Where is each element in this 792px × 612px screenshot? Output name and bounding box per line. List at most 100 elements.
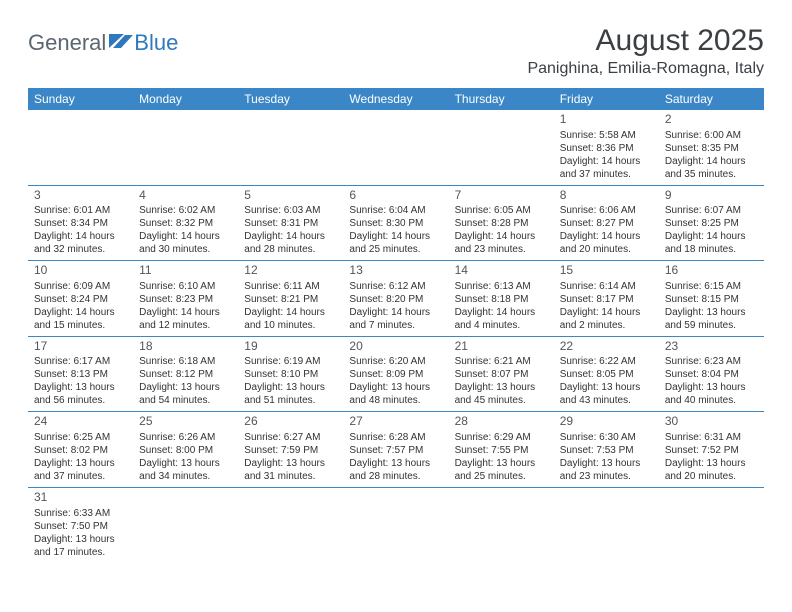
- daylight-line: and 51 minutes.: [244, 394, 337, 407]
- daylight-line: Daylight: 14 hours: [455, 230, 548, 243]
- daylight-line: and 25 minutes.: [455, 470, 548, 483]
- calendar-cell: [343, 487, 448, 562]
- daylight-line: and 48 minutes.: [349, 394, 442, 407]
- day-number: 23: [665, 339, 758, 355]
- daylight-line: Daylight: 14 hours: [139, 230, 232, 243]
- sunset-line: Sunset: 8:35 PM: [665, 142, 758, 155]
- calendar-cell: 22Sunrise: 6:22 AMSunset: 8:05 PMDayligh…: [554, 336, 659, 412]
- sunrise-line: Sunrise: 6:28 AM: [349, 431, 442, 444]
- day-number: 18: [139, 339, 232, 355]
- calendar-cell: 4Sunrise: 6:02 AMSunset: 8:32 PMDaylight…: [133, 185, 238, 261]
- logo-flag-icon: [108, 30, 134, 56]
- daylight-line: Daylight: 13 hours: [349, 457, 442, 470]
- daylight-line: Daylight: 13 hours: [244, 381, 337, 394]
- sunrise-line: Sunrise: 6:00 AM: [665, 129, 758, 142]
- logo-word-1: General: [28, 30, 106, 56]
- sunrise-line: Sunrise: 6:04 AM: [349, 204, 442, 217]
- daylight-line: and 35 minutes.: [665, 168, 758, 181]
- calendar-cell: 21Sunrise: 6:21 AMSunset: 8:07 PMDayligh…: [449, 336, 554, 412]
- daylight-line: Daylight: 13 hours: [665, 457, 758, 470]
- calendar-cell: 19Sunrise: 6:19 AMSunset: 8:10 PMDayligh…: [238, 336, 343, 412]
- daylight-line: and 4 minutes.: [455, 319, 548, 332]
- calendar-cell: [238, 487, 343, 562]
- sunset-line: Sunset: 8:36 PM: [560, 142, 653, 155]
- logo: General Blue: [28, 30, 178, 56]
- day-number: 10: [34, 263, 127, 279]
- calendar-cell: 7Sunrise: 6:05 AMSunset: 8:28 PMDaylight…: [449, 185, 554, 261]
- sunset-line: Sunset: 8:00 PM: [139, 444, 232, 457]
- sunset-line: Sunset: 8:27 PM: [560, 217, 653, 230]
- daylight-line: Daylight: 14 hours: [455, 306, 548, 319]
- daylight-line: and 23 minutes.: [455, 243, 548, 256]
- calendar-cell: 28Sunrise: 6:29 AMSunset: 7:55 PMDayligh…: [449, 412, 554, 488]
- sunset-line: Sunset: 8:30 PM: [349, 217, 442, 230]
- sunrise-line: Sunrise: 6:22 AM: [560, 355, 653, 368]
- daylight-line: and 28 minutes.: [349, 470, 442, 483]
- sunrise-line: Sunrise: 6:05 AM: [455, 204, 548, 217]
- daylight-line: and 17 minutes.: [34, 546, 127, 559]
- daylight-line: Daylight: 14 hours: [349, 230, 442, 243]
- sunrise-line: Sunrise: 6:20 AM: [349, 355, 442, 368]
- calendar-cell: 26Sunrise: 6:27 AMSunset: 7:59 PMDayligh…: [238, 412, 343, 488]
- calendar-table: Sunday Monday Tuesday Wednesday Thursday…: [28, 88, 764, 563]
- calendar-row: 17Sunrise: 6:17 AMSunset: 8:13 PMDayligh…: [28, 336, 764, 412]
- day-header: Friday: [554, 88, 659, 110]
- day-number: 3: [34, 188, 127, 204]
- sunset-line: Sunset: 7:55 PM: [455, 444, 548, 457]
- sunrise-line: Sunrise: 6:23 AM: [665, 355, 758, 368]
- daylight-line: and 32 minutes.: [34, 243, 127, 256]
- sunset-line: Sunset: 8:24 PM: [34, 293, 127, 306]
- daylight-line: Daylight: 13 hours: [139, 457, 232, 470]
- sunset-line: Sunset: 8:21 PM: [244, 293, 337, 306]
- day-number: 8: [560, 188, 653, 204]
- location: Panighina, Emilia-Romagna, Italy: [527, 60, 764, 78]
- calendar-cell: 30Sunrise: 6:31 AMSunset: 7:52 PMDayligh…: [659, 412, 764, 488]
- daylight-line: Daylight: 14 hours: [560, 155, 653, 168]
- daylight-line: Daylight: 14 hours: [34, 230, 127, 243]
- daylight-line: Daylight: 14 hours: [244, 230, 337, 243]
- daylight-line: and 43 minutes.: [560, 394, 653, 407]
- day-number: 21: [455, 339, 548, 355]
- day-number: 29: [560, 414, 653, 430]
- day-header: Sunday: [28, 88, 133, 110]
- calendar-cell: 15Sunrise: 6:14 AMSunset: 8:17 PMDayligh…: [554, 261, 659, 337]
- day-number: 17: [34, 339, 127, 355]
- daylight-line: Daylight: 13 hours: [349, 381, 442, 394]
- daylight-line: and 15 minutes.: [34, 319, 127, 332]
- calendar-cell: 3Sunrise: 6:01 AMSunset: 8:34 PMDaylight…: [28, 185, 133, 261]
- day-number: 2: [665, 112, 758, 128]
- sunrise-line: Sunrise: 6:17 AM: [34, 355, 127, 368]
- day-number: 13: [349, 263, 442, 279]
- calendar-cell: 31Sunrise: 6:33 AMSunset: 7:50 PMDayligh…: [28, 487, 133, 562]
- daylight-line: Daylight: 14 hours: [139, 306, 232, 319]
- sunrise-line: Sunrise: 6:26 AM: [139, 431, 232, 444]
- day-number: 5: [244, 188, 337, 204]
- day-number: 22: [560, 339, 653, 355]
- daylight-line: and 45 minutes.: [455, 394, 548, 407]
- daylight-line: and 31 minutes.: [244, 470, 337, 483]
- sunrise-line: Sunrise: 6:02 AM: [139, 204, 232, 217]
- daylight-line: Daylight: 14 hours: [244, 306, 337, 319]
- day-number: 9: [665, 188, 758, 204]
- sunset-line: Sunset: 8:15 PM: [665, 293, 758, 306]
- sunrise-line: Sunrise: 6:29 AM: [455, 431, 548, 444]
- day-number: 7: [455, 188, 548, 204]
- calendar-row: 24Sunrise: 6:25 AMSunset: 8:02 PMDayligh…: [28, 412, 764, 488]
- day-number: 31: [34, 490, 127, 506]
- sunset-line: Sunset: 8:12 PM: [139, 368, 232, 381]
- daylight-line: and 54 minutes.: [139, 394, 232, 407]
- day-header: Tuesday: [238, 88, 343, 110]
- sunrise-line: Sunrise: 6:09 AM: [34, 280, 127, 293]
- sunset-line: Sunset: 8:07 PM: [455, 368, 548, 381]
- day-number: 28: [455, 414, 548, 430]
- calendar-cell: [449, 487, 554, 562]
- daylight-line: Daylight: 14 hours: [34, 306, 127, 319]
- daylight-line: and 25 minutes.: [349, 243, 442, 256]
- calendar-cell: [343, 110, 448, 185]
- daylight-line: and 37 minutes.: [34, 470, 127, 483]
- sunrise-line: Sunrise: 6:10 AM: [139, 280, 232, 293]
- sunset-line: Sunset: 8:09 PM: [349, 368, 442, 381]
- day-number: 1: [560, 112, 653, 128]
- daylight-line: Daylight: 13 hours: [560, 381, 653, 394]
- sunrise-line: Sunrise: 6:07 AM: [665, 204, 758, 217]
